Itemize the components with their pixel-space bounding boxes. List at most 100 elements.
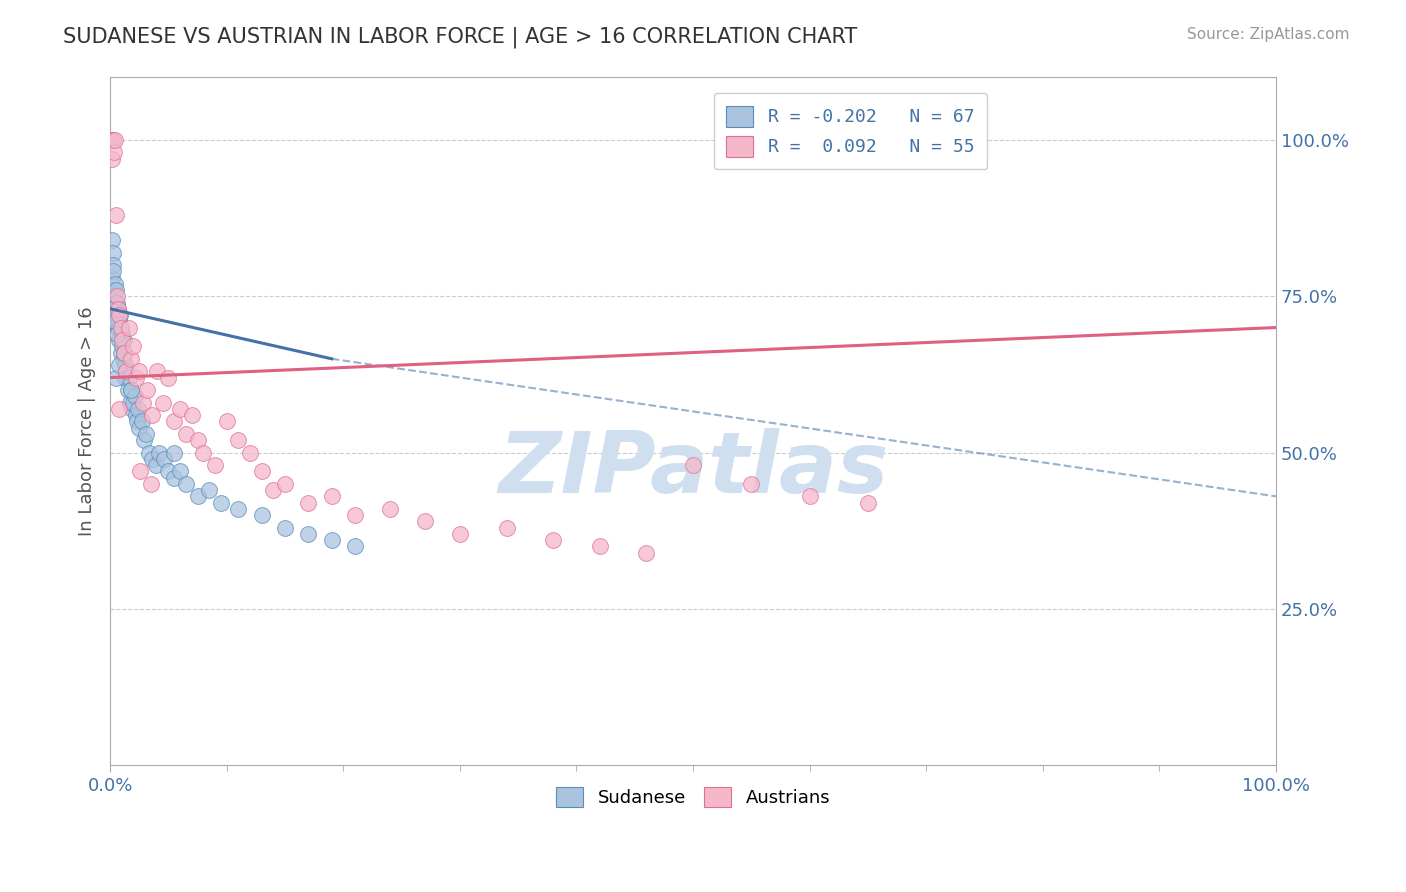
Point (104, 133, 127, 147)
Point (274, 476, 297, 491)
Point (121, 401, 143, 416)
Point (105, 289, 128, 303)
Point (321, 489, 343, 503)
Point (152, 451, 174, 466)
Y-axis label: In Labor Force | Age > 16: In Labor Force | Age > 16 (79, 307, 96, 536)
Point (111, 326, 134, 341)
Point (118, 395, 141, 409)
Point (104, 295, 127, 310)
Point (104, 277, 127, 291)
Point (163, 414, 186, 428)
Point (541, 533, 564, 548)
Point (118, 370, 141, 384)
Point (128, 364, 150, 378)
Point (856, 495, 879, 509)
Point (228, 501, 250, 516)
Point (120, 383, 142, 397)
Point (120, 383, 142, 397)
Point (157, 370, 180, 384)
Point (378, 501, 401, 516)
Point (108, 358, 131, 372)
Point (589, 540, 612, 554)
Point (174, 426, 197, 441)
Point (105, 295, 128, 310)
Point (198, 483, 221, 497)
Point (105, 326, 128, 341)
Point (204, 458, 226, 472)
Point (250, 508, 273, 522)
Point (297, 495, 319, 509)
Point (169, 464, 191, 478)
Point (132, 395, 155, 409)
Point (321, 533, 343, 548)
Text: Source: ZipAtlas.com: Source: ZipAtlas.com (1187, 27, 1350, 42)
Point (104, 314, 127, 328)
Point (125, 370, 148, 384)
Point (239, 445, 262, 459)
Point (163, 470, 186, 484)
Point (110, 320, 132, 334)
Point (135, 426, 157, 441)
Point (124, 389, 146, 403)
Point (274, 520, 297, 534)
Legend: Sudanese, Austrians: Sudanese, Austrians (548, 780, 838, 814)
Point (108, 314, 131, 328)
Point (125, 414, 148, 428)
Point (449, 527, 471, 541)
Point (215, 414, 238, 428)
Point (139, 476, 162, 491)
Point (107, 320, 129, 334)
Point (101, 245, 124, 260)
Point (101, 233, 124, 247)
Point (740, 476, 762, 491)
Point (107, 301, 129, 316)
Point (110, 320, 132, 334)
Point (187, 433, 209, 447)
Point (115, 364, 138, 378)
Point (297, 527, 319, 541)
Point (117, 383, 139, 397)
Point (115, 364, 138, 378)
Point (111, 333, 134, 347)
Point (104, 370, 127, 384)
Point (138, 445, 160, 459)
Point (146, 364, 169, 378)
Point (122, 395, 145, 409)
Point (103, 264, 125, 278)
Point (141, 408, 163, 422)
Point (101, 133, 124, 147)
Point (105, 308, 128, 322)
Point (262, 483, 284, 497)
Point (118, 320, 141, 334)
Point (187, 489, 209, 503)
Point (169, 401, 191, 416)
Point (682, 458, 704, 472)
Point (111, 351, 134, 366)
Point (104, 208, 127, 222)
Point (799, 489, 821, 503)
Point (101, 152, 124, 166)
Point (108, 308, 131, 322)
Point (129, 464, 152, 478)
Point (495, 520, 517, 534)
Point (120, 351, 142, 366)
Point (114, 370, 136, 384)
Point (174, 476, 197, 491)
Point (209, 495, 232, 509)
Point (250, 464, 273, 478)
Point (148, 445, 170, 459)
Point (131, 414, 153, 428)
Point (136, 383, 159, 397)
Point (125, 408, 148, 422)
Point (101, 133, 124, 147)
Point (101, 258, 124, 272)
Point (228, 433, 250, 447)
Point (103, 301, 125, 316)
Point (108, 401, 131, 416)
Point (122, 339, 145, 353)
Point (180, 408, 202, 422)
Point (145, 458, 167, 472)
Point (128, 420, 150, 434)
Point (103, 289, 125, 303)
Text: SUDANESE VS AUSTRIAN IN LABOR FORCE | AGE > 16 CORRELATION CHART: SUDANESE VS AUSTRIAN IN LABOR FORCE | AG… (63, 27, 858, 48)
